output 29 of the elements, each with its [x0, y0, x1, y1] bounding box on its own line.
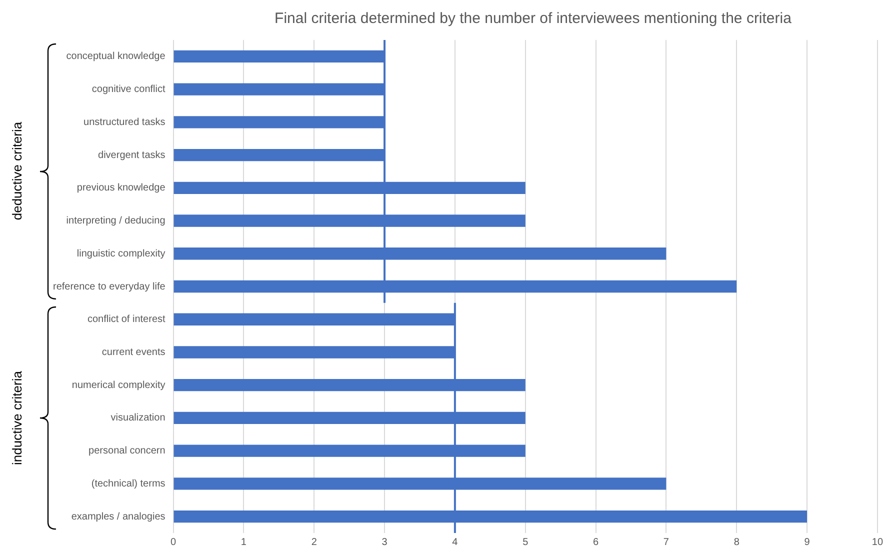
x-tick-label: 9 — [804, 536, 810, 548]
x-tick-label: 6 — [592, 536, 599, 548]
y-tick-label: linguistic complexity — [76, 248, 166, 260]
y-tick-label: numerical complexity — [72, 380, 166, 391]
y-tick-label: previous knowledge — [76, 182, 166, 194]
y-tick-label: unstructured tasks — [84, 116, 166, 128]
y-tick-label: conceptual knowledge — [66, 51, 166, 62]
x-tick-label: 8 — [734, 536, 740, 548]
y-tick-label: personal concern — [88, 446, 166, 457]
y-tick-label: (technical) terms — [91, 478, 166, 490]
text: deductive criteria — [10, 122, 24, 221]
y-tick-label: visualization — [110, 412, 166, 424]
x-tick-label: 7 — [663, 536, 670, 548]
chart-title: Final criteria determined by the number of interviewees mentioning the criteria — [274, 10, 792, 27]
y-tick-label: divergent tasks — [98, 150, 166, 161]
y-tick-label: current events — [102, 346, 166, 358]
y-tick-label: conflict of interest — [87, 314, 166, 326]
x-tick-label: 3 — [382, 536, 388, 548]
x-tick-label: 5 — [522, 536, 529, 548]
y-tick-label: cognitive conflict — [92, 84, 166, 96]
y-tick-label: interpreting / deducing — [66, 216, 166, 227]
text: inductive criteria — [10, 370, 24, 465]
x-tick-label: 0 — [170, 536, 176, 548]
x-tick-label: 10 — [872, 536, 884, 548]
y-tick-label: examples / analogies — [71, 511, 166, 522]
y-tick-label: reference to everyday life — [53, 281, 166, 292]
x-tick-label: 4 — [452, 536, 458, 548]
x-tick-label: 2 — [311, 536, 318, 548]
x-tick-label: 1 — [240, 536, 247, 548]
